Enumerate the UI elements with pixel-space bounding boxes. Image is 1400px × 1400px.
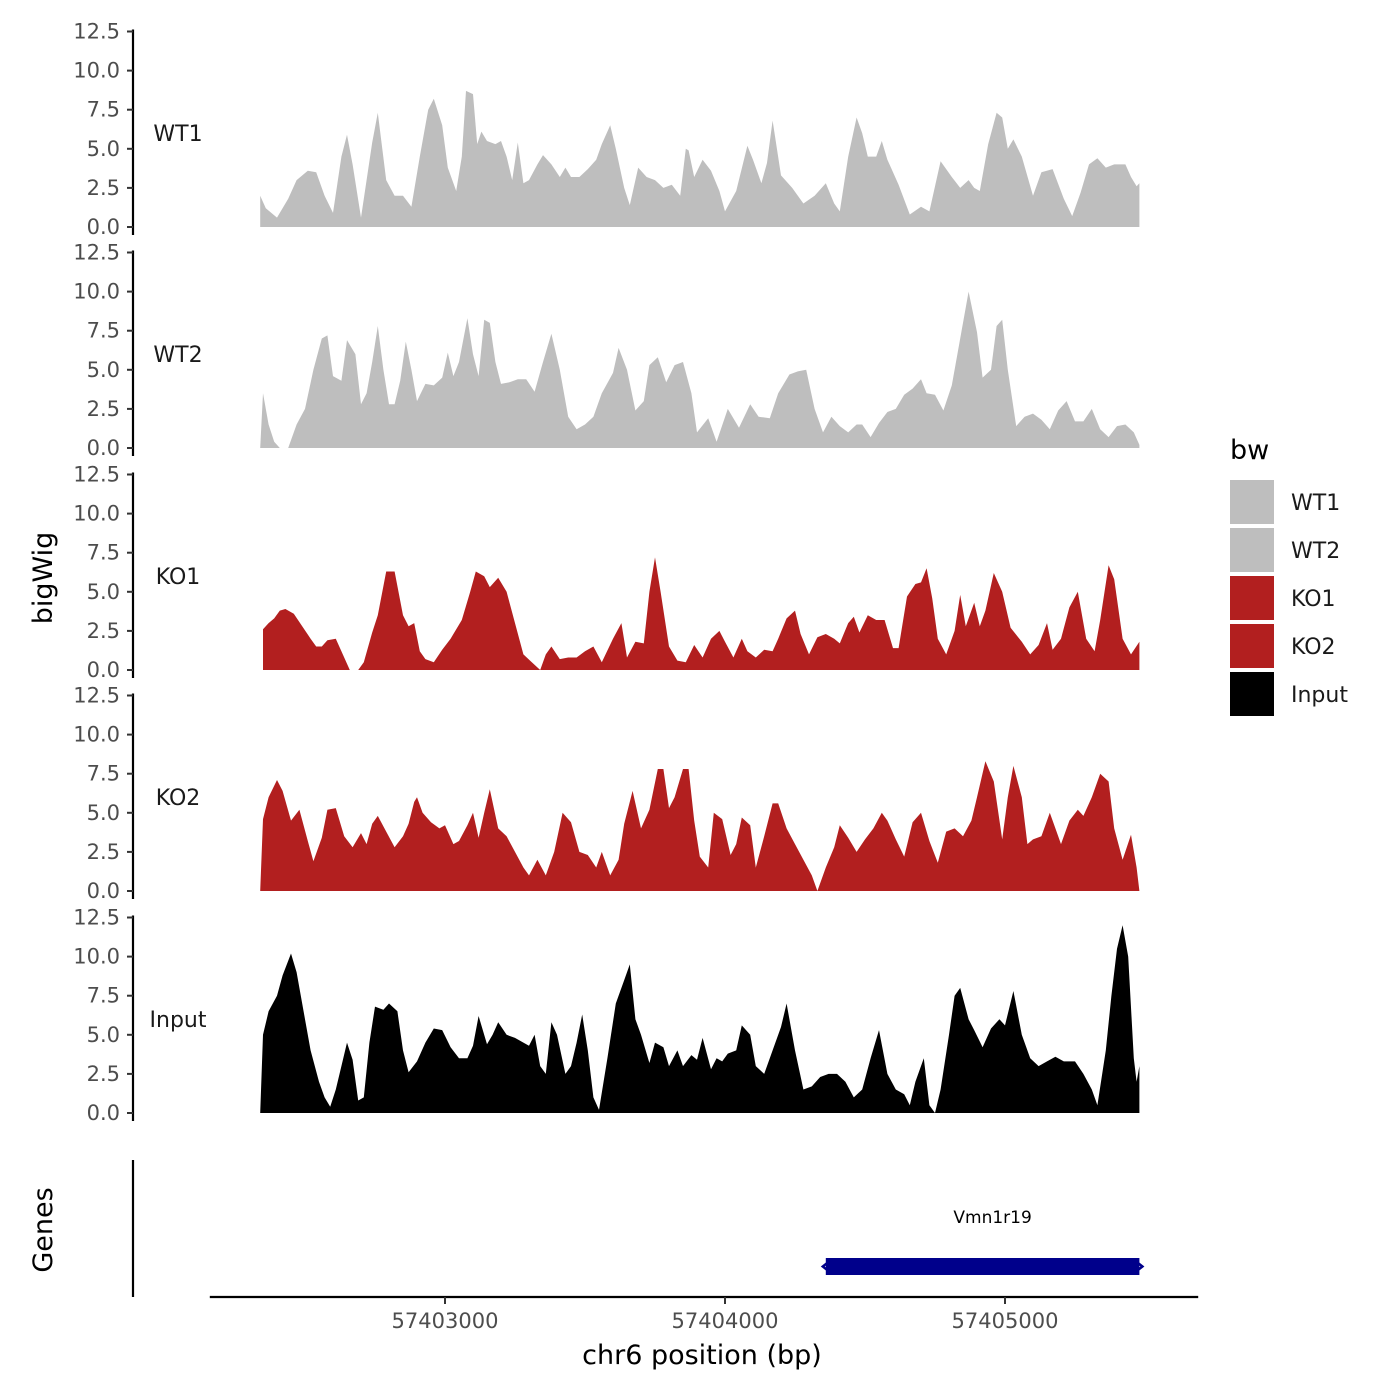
track-ko1: 0.0 2.5 5.0 7.5 10.0 12.5 KO1 — [73, 463, 1140, 682]
legend-item-ko1: KO1 — [1230, 576, 1336, 620]
legend-item-wt2: WT2 — [1230, 528, 1340, 572]
y-tick-label: 7.5 — [87, 98, 120, 122]
legend-swatch — [1230, 624, 1274, 668]
y-tick-label: 12.5 — [73, 906, 120, 930]
legend-item-ko2: KO2 — [1230, 624, 1336, 668]
legend-label: WT2 — [1291, 539, 1340, 564]
track-ko2: 0.0 2.5 5.0 7.5 10.0 12.5 KO2 — [73, 684, 1140, 903]
y-tick-label: 0.0 — [87, 879, 120, 903]
y-tick-label: 0.0 — [87, 1101, 120, 1125]
y-tick-label: 7.5 — [87, 541, 120, 565]
genes-axis-title: Genes — [28, 1187, 59, 1272]
legend-item-input: Input — [1230, 672, 1348, 716]
y-tick-label: 7.5 — [87, 762, 120, 786]
legend-label: Input — [1291, 683, 1348, 708]
signal-area-wt2 — [260, 291, 1140, 448]
track-label: WT2 — [153, 343, 202, 368]
y-tick-label: 2.5 — [87, 176, 120, 200]
legend-item-wt1: WT1 — [1230, 480, 1340, 524]
legend-label: KO1 — [1291, 587, 1336, 612]
y-tick-label: 2.5 — [87, 619, 120, 643]
y-tick-label: 12.5 — [73, 241, 120, 265]
track-label: Input — [150, 1008, 207, 1033]
track-input: 0.0 2.5 5.0 7.5 10.0 12.5 Input — [73, 906, 1140, 1125]
strand-arrow-icon — [1134, 1260, 1145, 1273]
legend: bw WT1 WT2 KO1 KO2 Input — [1230, 435, 1348, 716]
track-label: KO2 — [156, 786, 201, 811]
y-tick-label: 5.0 — [87, 358, 120, 382]
y-tick-label: 12.5 — [73, 463, 120, 487]
signal-area-ko2 — [260, 761, 1140, 891]
y-tick-label: 12.5 — [73, 684, 120, 708]
x-tick-label: 57403000 — [392, 1309, 499, 1333]
y-tick-label: 5.0 — [87, 801, 120, 825]
signal-area-input — [260, 925, 1140, 1113]
gene-body — [825, 1258, 1140, 1275]
strand-arrow-icon — [820, 1260, 831, 1273]
legend-title: bw — [1230, 435, 1269, 466]
y-tick-label: 10.0 — [73, 945, 120, 969]
y-tick-label: 0.0 — [87, 658, 120, 682]
y-tick-label: 2.5 — [87, 1062, 120, 1086]
legend-label: KO2 — [1291, 635, 1336, 660]
legend-swatch — [1230, 576, 1274, 620]
y-tick-label: 0.0 — [87, 215, 120, 239]
track-label: KO1 — [156, 565, 201, 590]
y-tick-label: 2.5 — [87, 840, 120, 864]
signal-tracks: 0.0 2.5 5.0 7.5 10.0 12.5 WT1 0.0 2.5 5.0 7.5 10.0 1… — [73, 20, 1140, 1125]
y-tick-label: 7.5 — [87, 319, 120, 343]
track-wt2: 0.0 2.5 5.0 7.5 10.0 12.5 WT2 — [73, 241, 1140, 460]
signal-area-wt1 — [260, 90, 1140, 228]
x-tick-label: 57405000 — [952, 1309, 1059, 1333]
y-tick-label: 10.0 — [73, 59, 120, 83]
y-tick-label: 5.0 — [87, 1023, 120, 1047]
y-tick-label: 0.0 — [87, 436, 120, 460]
legend-swatch — [1230, 480, 1274, 524]
y-tick-label: 5.0 — [87, 580, 120, 604]
legend-swatch — [1230, 672, 1274, 716]
y-tick-label: 10.0 — [73, 280, 120, 304]
legend-swatch — [1230, 528, 1274, 572]
y-tick-label: 12.5 — [73, 20, 120, 44]
signal-area-ko1 — [263, 557, 1140, 670]
y-tick-label: 7.5 — [87, 984, 120, 1008]
legend-label: WT1 — [1291, 491, 1340, 516]
x-tick-label: 57404000 — [672, 1309, 779, 1333]
gene-track-panel: Vmn1r19 — [131, 1160, 1145, 1297]
gene-label: Vmn1r19 — [953, 1208, 1031, 1228]
track-label: WT1 — [153, 122, 202, 147]
x-axis-title: chr6 position (bp) — [582, 1340, 822, 1371]
track-wt1: 0.0 2.5 5.0 7.5 10.0 12.5 WT1 — [73, 20, 1140, 239]
y-tick-label: 5.0 — [87, 137, 120, 161]
y-tick-label: 10.0 — [73, 502, 120, 526]
y-tick-label: 10.0 — [73, 723, 120, 747]
x-axis: 57403000 57404000 57405000 — [209, 1295, 1199, 1333]
y-tick-label: 2.5 — [87, 397, 120, 421]
y-axis-title: bigWig — [28, 532, 59, 625]
